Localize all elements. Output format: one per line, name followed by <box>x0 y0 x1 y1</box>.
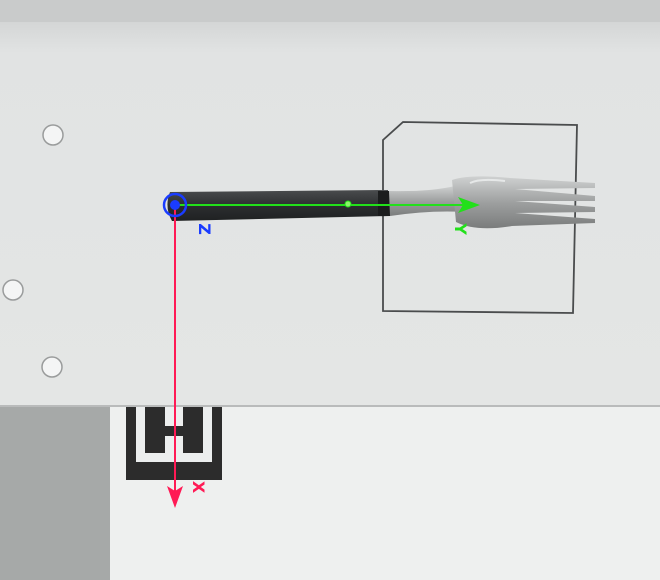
x-axis-arrow <box>167 205 183 508</box>
top-edge-strip <box>0 0 660 26</box>
y-axis-arrow <box>175 197 480 213</box>
z-axis-label: Z <box>195 223 214 235</box>
outline-box <box>382 121 578 314</box>
hole-2 <box>2 279 24 301</box>
z-axis-origin <box>162 192 188 218</box>
hole-3 <box>41 356 63 378</box>
x-axis-label: X <box>189 481 208 494</box>
left-block <box>0 405 110 580</box>
hole-1 <box>42 124 64 146</box>
y-axis-label: Y <box>451 222 470 235</box>
